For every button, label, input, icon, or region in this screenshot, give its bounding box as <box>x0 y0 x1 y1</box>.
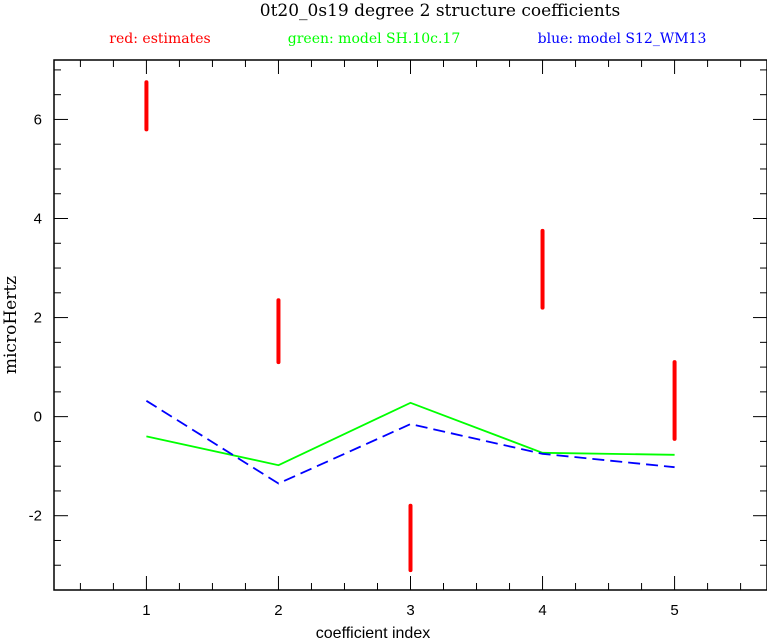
y-tick-label: 4 <box>34 211 42 228</box>
legend-item-estimates: red: estimates <box>109 31 210 47</box>
x-tick-labels: 1 2 3 4 5 <box>142 602 678 619</box>
y-tick-labels: -2 0 2 4 6 <box>29 111 42 524</box>
legend-item-model-sh10c17: green: model SH.10c.17 <box>288 31 460 47</box>
chart-title: 0t20_0s19 degree 2 structure coefficient… <box>260 1 620 21</box>
estimate-bars <box>144 80 677 573</box>
legend-item-model-s12wm13: blue: model S12_WM13 <box>538 31 707 47</box>
legend: red: estimates green: model SH.10c.17 bl… <box>109 31 706 47</box>
axis-ticks <box>54 60 767 591</box>
model-series <box>145 400 675 485</box>
y-axis-label: microHertz <box>1 276 21 374</box>
x-tick-label: 2 <box>274 602 282 619</box>
y-tick-label: 2 <box>34 310 42 327</box>
x-tick-label: 5 <box>670 602 678 619</box>
y-tick-label: -2 <box>29 508 42 525</box>
y-tick-label: 0 <box>34 409 42 426</box>
x-tick-label: 4 <box>538 602 546 619</box>
x-tick-label: 1 <box>142 602 150 619</box>
series-line-model-sh10c17 <box>146 401 675 467</box>
x-tick-label: 3 <box>406 602 414 619</box>
series-line-model-s12wm13 <box>145 400 675 485</box>
y-tick-label: 6 <box>34 111 42 128</box>
x-axis-label: coefficient index <box>316 625 430 641</box>
